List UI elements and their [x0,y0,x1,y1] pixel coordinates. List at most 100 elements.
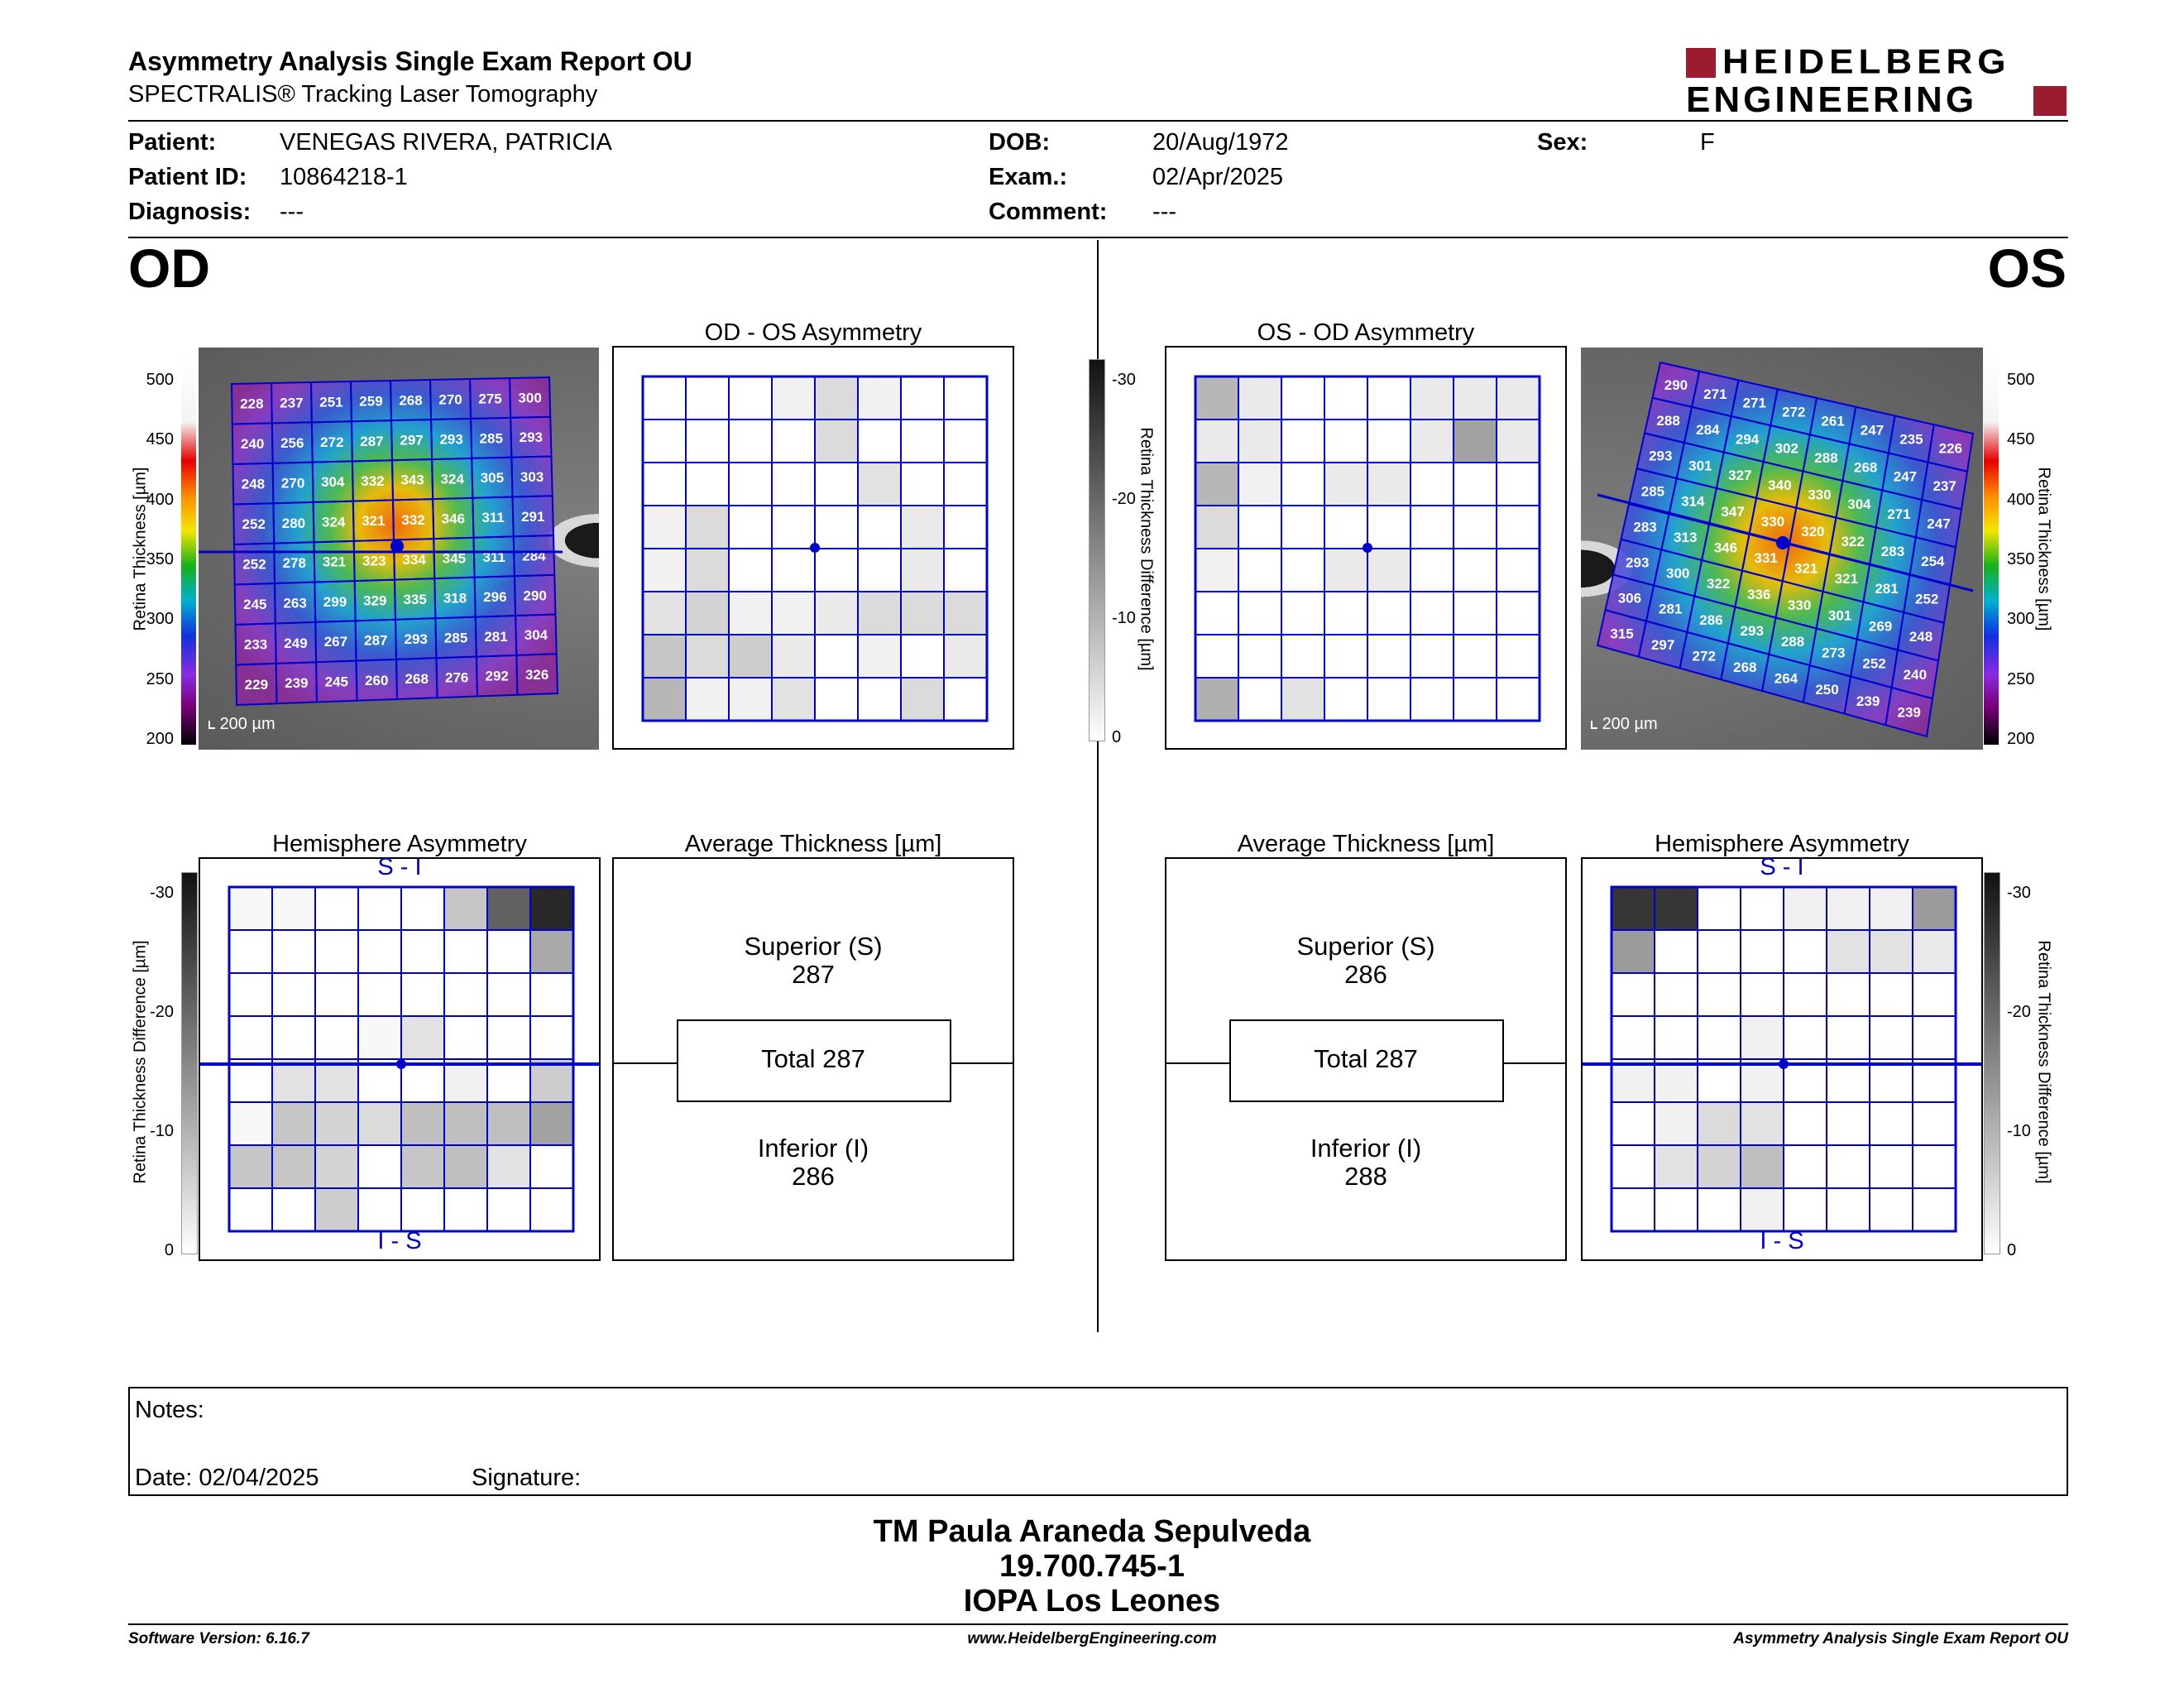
diff-cell [1912,886,1956,931]
grid-frame [641,375,989,722]
diff-cell [771,591,816,635]
diff-cell [857,376,902,420]
diff-cell [1410,548,1454,592]
thickness-value: 324 [441,471,465,487]
sex-label: Sex: [1537,129,1588,156]
thickness-value: 260 [365,673,388,688]
diff-cell [943,634,988,679]
diff-cell [943,677,988,722]
diff-cell [728,419,773,463]
grid-frame [1194,375,1541,722]
os-hemi-colorbar [1984,872,2000,1254]
os-superior-label: Superior (S) [1296,932,1435,961]
diff-cell [1654,1058,1698,1103]
diff-cell [400,1058,445,1103]
diff-cell [314,886,359,931]
diff-cell [1195,548,1239,592]
diff-cell [1367,376,1411,420]
diff-cell [685,591,730,635]
thickness-value: 320 [1801,524,1824,539]
thickness-value: 301 [1828,608,1851,624]
thickness-cell [1885,686,1934,738]
diff-cell [1869,1101,1913,1146]
diff-cell [357,1144,402,1189]
thickness-value: 268 [1854,459,1877,475]
diff-cell [271,972,316,1017]
diff-cell [642,548,687,592]
thickness-value: 252 [1862,656,1885,672]
os-asym-grid [1194,375,1541,722]
axis-tick-label: -10 [2007,1122,2031,1140]
diff-cell [642,505,687,549]
diff-cell [1367,634,1411,679]
diff-cell [1783,886,1827,931]
website-link[interactable]: www.HeidelbergEngineering.com [967,1630,1217,1647]
thickness-value: 329 [363,592,386,608]
od-hemi-panel: S - I I - S [199,854,601,1261]
notes-box[interactable] [128,1387,2068,1496]
diff-cell [1281,462,1325,506]
diff-cell [1697,886,1741,931]
diff-cell [1324,548,1368,592]
od-scale-bar-label: 200 µm [219,715,275,733]
diff-cell [1195,376,1239,420]
od-hemi-colorbar [181,872,198,1254]
thickness-value: 280 [282,516,305,531]
diff-cell [228,929,273,974]
diff-cell [443,1187,488,1232]
heidelberg-logo: HEIDELBERG ENGINEERING [1686,42,2068,120]
thickness-value: 290 [524,587,547,603]
logo-square-bottom [2033,86,2067,116]
os-scale-bar: 200 µm [1591,715,1658,734]
diff-cell [814,419,859,463]
diff-cell [1740,929,1784,974]
thickness-value: 281 [1659,602,1682,617]
thickness-value: 332 [401,512,424,528]
diff-cell [1740,886,1784,931]
diff-cell [1611,929,1655,974]
comment-label: Comment: [989,199,1108,225]
diff-cell [728,548,773,592]
diff-cell [1654,1015,1698,1060]
diff-cell [728,505,773,549]
diff-cell [1611,1015,1655,1060]
diff-cell [1697,1015,1741,1060]
footer-report-name: Asymmetry Analysis Single Exam Report OU [1733,1630,2068,1647]
diff-cell [728,462,773,506]
thickness-value: 314 [1681,494,1705,510]
diff-cell [1367,591,1411,635]
thickness-value: 293 [439,431,462,447]
thickness-value: 347 [1721,504,1744,520]
thickness-value: 286 [1699,612,1722,628]
diff-cell [771,462,816,506]
axis-tick-label: -10 [150,1122,174,1140]
thickness-value: 249 [284,635,307,651]
diff-cell [400,972,445,1017]
thickness-value: 340 [1768,477,1791,493]
diff-cell [1453,419,1497,463]
thickness-value: 293 [520,429,543,445]
diff-cell [357,929,402,974]
diff-cell [1453,634,1497,679]
diff-cell [900,419,945,463]
od-inferior-value: 286 [792,1162,835,1191]
os-fundus-image: 290 271 271 272 261 247 235 226 288 284 294 302 288 2… [1581,348,1983,750]
thickness-value: 250 [1815,682,1838,698]
diff-cell [1453,505,1497,549]
diff-cell [443,1101,488,1146]
thickness-value: 336 [1747,587,1770,602]
logo-square-top [1686,48,1716,78]
thickness-value: 240 [1904,667,1927,683]
diff-cell [314,972,359,1017]
center-diff-axis-label: Retina Thickness Difference [µm] [1137,427,1156,671]
diff-cell [1324,419,1368,463]
thickness-value: 293 [1649,448,1672,464]
diff-cell [1496,591,1540,635]
thickness-value: 285 [1641,484,1664,500]
thickness-value: 256 [280,435,304,451]
thickness-value: 330 [1808,487,1831,502]
thickness-value: 318 [443,590,467,606]
diff-cell [1869,886,1913,931]
diff-cell [900,462,945,506]
thickness-value: 229 [245,677,268,693]
